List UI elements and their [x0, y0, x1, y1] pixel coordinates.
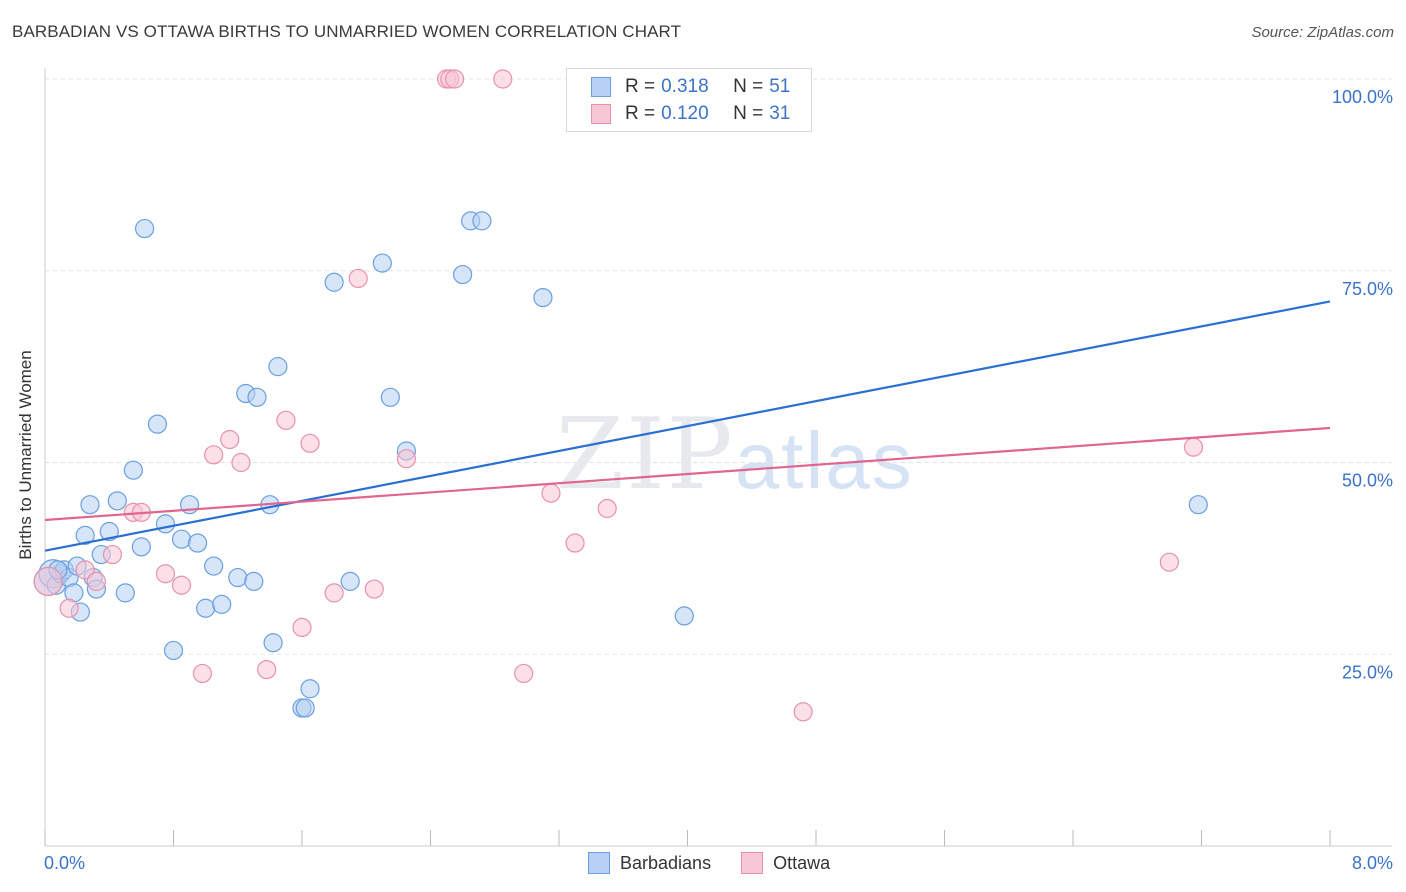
barbadians-point — [171, 529, 192, 549]
barbadians-point — [204, 556, 224, 576]
legend-swatch-blue — [588, 852, 610, 874]
legend-r-value: 0.120 — [661, 103, 709, 124]
ottawa-point — [292, 617, 312, 638]
ottawa-point — [204, 445, 224, 465]
legend-row-barbadians: R = 0.318 N = 51 — [591, 75, 790, 99]
ottawa-point — [171, 575, 192, 595]
legend-n-label: N = — [733, 76, 764, 97]
ottawa-point — [444, 69, 465, 89]
barbadians-point — [300, 679, 320, 699]
ottawa-point — [348, 268, 368, 289]
barbadians-point — [295, 698, 315, 718]
ottawa-point — [257, 659, 277, 680]
ottawa-point — [276, 410, 296, 430]
barbadians-point — [187, 533, 208, 553]
ottawa-point — [793, 702, 813, 722]
ottawa-point — [220, 429, 240, 450]
chart-source: Source: ZipAtlas.com — [1251, 24, 1394, 41]
legend-r-label: R = — [625, 103, 656, 124]
ottawa-point — [1159, 552, 1179, 572]
barbadians-point — [99, 521, 119, 542]
legend-n-label: N = — [733, 103, 764, 124]
legend-swatch-blue — [591, 77, 611, 97]
ottawa-point — [396, 449, 417, 469]
barbadians-point — [115, 583, 135, 603]
barbadians-point — [472, 211, 492, 231]
barbadians-point — [263, 633, 283, 653]
legend-label: Barbadians — [620, 852, 712, 873]
ottawa-point — [597, 498, 617, 519]
x-tick-label: 8.0% — [1352, 853, 1393, 873]
barbadians-point — [324, 272, 344, 292]
ottawa-point — [86, 571, 107, 591]
legend-item-ottawa: Ottawa — [741, 852, 830, 874]
ottawa-point — [192, 663, 213, 684]
chart-title: BARBADIAN VS OTTAWA BIRTHS TO UNMARRIED … — [12, 22, 682, 41]
ottawa-point — [75, 560, 95, 580]
barbadians-point — [340, 571, 360, 591]
ottawa-point — [565, 533, 585, 553]
series-legend: Barbadians Ottawa — [588, 852, 860, 874]
legend-swatch-pink — [741, 852, 764, 874]
ottawa-point — [33, 566, 63, 596]
ottawa-point — [300, 433, 320, 453]
barbadians-point — [123, 460, 143, 480]
y-tick-label: 25.0% — [1342, 662, 1393, 682]
barbadians-point — [196, 598, 216, 618]
barbadians-point — [372, 253, 392, 273]
legend-row-ottawa: R = 0.120 N = 31 — [591, 102, 790, 126]
barbadians-point — [228, 567, 248, 588]
ottawa-point — [231, 452, 251, 473]
barbadians-point — [75, 525, 95, 545]
barbadians-point — [163, 640, 184, 661]
legend-n-value: 51 — [769, 76, 791, 97]
barbadians-point — [1188, 495, 1208, 515]
y-tick-label: 75.0% — [1342, 279, 1393, 299]
barbadians-point — [268, 357, 288, 377]
barbadians-point — [80, 495, 100, 515]
legend-r-value: 0.318 — [661, 76, 709, 97]
legend-swatch-pink — [591, 104, 611, 124]
barbadians-point — [533, 287, 553, 308]
barbadians-point — [107, 491, 127, 511]
barbadians-point — [380, 387, 400, 407]
ottawa-point — [1183, 437, 1204, 457]
y-tick-label: 50.0% — [1342, 471, 1393, 491]
ottawa-point — [493, 69, 513, 89]
legend-item-barbadians: Barbadians — [588, 852, 711, 874]
correlation-legend: R = 0.318 N = 51 R = 0.120 N = 31 — [566, 68, 812, 132]
ottawa-point — [324, 583, 344, 603]
barbadians-point — [453, 264, 473, 285]
legend-n-value: 31 — [769, 103, 791, 124]
barbadians-point — [134, 218, 155, 239]
barbadians-trend-line — [44, 300, 1331, 552]
y-tick-label: 100.0% — [1332, 87, 1393, 107]
barbadians-point — [244, 571, 264, 591]
barbadians-point — [247, 387, 267, 407]
ottawa-point — [155, 564, 176, 584]
x-tick-label: 0.0% — [44, 853, 85, 873]
barbadians-point — [147, 414, 168, 434]
ottawa-trend-line — [44, 426, 1331, 522]
barbadians-point — [674, 606, 694, 626]
ottawa-point — [514, 663, 534, 684]
barbadians-point — [155, 514, 176, 534]
ottawa-point — [59, 598, 79, 618]
ottawa-point — [364, 579, 384, 599]
ottawa-point — [102, 544, 123, 565]
legend-label: Ottawa — [773, 852, 831, 873]
barbadians-point — [131, 537, 151, 557]
legend-r-label: R = — [625, 76, 656, 97]
ottawa-point — [541, 483, 561, 503]
barbadians-point — [212, 594, 232, 614]
